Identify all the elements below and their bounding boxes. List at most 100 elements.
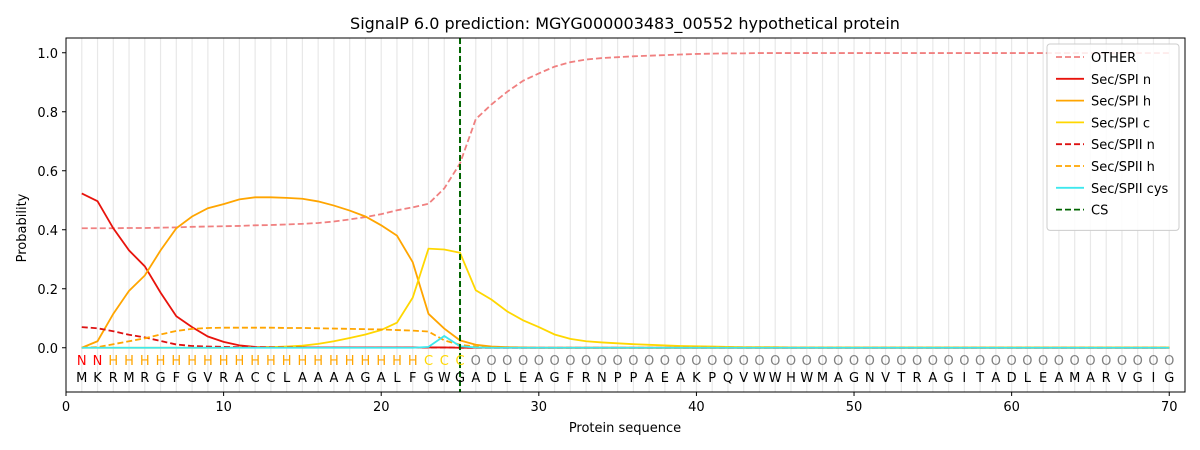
residue-label: P — [629, 371, 637, 386]
region-label: H — [140, 354, 150, 369]
residue-label: M — [123, 371, 134, 386]
region-label: H — [171, 354, 181, 369]
region-label: H — [108, 354, 118, 369]
y-tick-label: 0.4 — [37, 224, 58, 239]
residue-label: I — [1152, 371, 1156, 386]
region-label: H — [361, 354, 371, 369]
residue-label: V — [881, 371, 890, 386]
residue-label: L — [283, 371, 291, 386]
region-label: O — [770, 354, 780, 369]
y-tick-label: 0.2 — [37, 283, 58, 298]
region-label: O — [628, 354, 638, 369]
residue-label: A — [314, 371, 323, 386]
residue-label: T — [896, 371, 905, 386]
residue-label: W — [753, 371, 766, 386]
legend-entry: Sec/SPII n — [1091, 138, 1155, 153]
region-label: O — [1117, 354, 1127, 369]
residue-label: A — [928, 371, 937, 386]
y-tick-label: 0.0 — [37, 342, 58, 357]
residue-label: V — [203, 371, 212, 386]
residue-label: A — [676, 371, 685, 386]
legend: OTHER Sec/SPI n Sec/SPI h Sec/SPI c Sec/SPII… — [1046, 43, 1180, 231]
region-label: H — [219, 354, 229, 369]
region-label: O — [1101, 354, 1111, 369]
region-label: O — [534, 354, 544, 369]
region-label: H — [187, 354, 197, 369]
x-tick-label: 10 — [215, 400, 232, 415]
region-label: C — [440, 354, 449, 369]
residue-label: K — [93, 371, 102, 386]
region-label: C — [455, 354, 464, 369]
region-label: H — [345, 354, 355, 369]
region-label: O — [691, 354, 701, 369]
region-label: H — [408, 354, 418, 369]
residue-label: N — [597, 371, 607, 386]
region-label: O — [502, 354, 512, 369]
region-label: C — [424, 354, 433, 369]
region-label: H — [156, 354, 166, 369]
region-label: O — [943, 354, 953, 369]
residue-label: R — [219, 371, 228, 386]
region-label: O — [597, 354, 607, 369]
residue-label: G — [944, 371, 954, 386]
region-label: O — [723, 354, 733, 369]
region-label: H — [313, 354, 323, 369]
residue-label: D — [487, 371, 497, 386]
region-label: O — [471, 354, 481, 369]
residue-label: H — [786, 371, 796, 386]
region-label: H — [124, 354, 134, 369]
legend-entry: Sec/SPII cys — [1091, 182, 1169, 197]
residue-label: G — [360, 371, 370, 386]
region-label: O — [1007, 354, 1017, 369]
region-label: O — [959, 354, 969, 369]
region-label: O — [802, 354, 812, 369]
region-label: O — [833, 354, 843, 369]
residue-label: G — [156, 371, 166, 386]
residue-label: A — [1086, 371, 1095, 386]
region-label: H — [392, 354, 402, 369]
residue-label: E — [519, 371, 527, 386]
region-label: O — [518, 354, 528, 369]
x-tick-label: 0 — [62, 400, 70, 415]
region-label: O — [676, 354, 686, 369]
residue-label: F — [409, 371, 416, 386]
region-label: O — [707, 354, 717, 369]
region-label: O — [486, 354, 496, 369]
region-label: O — [865, 354, 875, 369]
residue-label: A — [991, 371, 1000, 386]
region-label: H — [282, 354, 292, 369]
region-label: O — [817, 354, 827, 369]
region-label: O — [1070, 354, 1080, 369]
residue-label: A — [377, 371, 386, 386]
residue-label: G — [550, 371, 560, 386]
region-label: O — [1085, 354, 1095, 369]
y-axis-label: Probability — [15, 193, 30, 262]
region-label: O — [912, 354, 922, 369]
region-label: O — [975, 354, 985, 369]
residue-label: R — [582, 371, 591, 386]
region-label: O — [1133, 354, 1143, 369]
legend-entry: Sec/SPII h — [1091, 160, 1155, 175]
residue-label: C — [251, 371, 260, 386]
residue-label: G — [849, 371, 859, 386]
region-label: O — [1038, 354, 1048, 369]
region-label: O — [660, 354, 670, 369]
residue-label: G — [187, 371, 197, 386]
x-tick-label: 20 — [373, 400, 390, 415]
region-label: H — [329, 354, 339, 369]
residue-label: M — [76, 371, 87, 386]
residue-label: W — [438, 371, 451, 386]
legend-entry: Sec/SPI c — [1091, 116, 1150, 131]
region-label: O — [1054, 354, 1064, 369]
x-axis-label: Protein sequence — [569, 421, 681, 436]
region-label: H — [266, 354, 276, 369]
residue-label: M — [1069, 371, 1080, 386]
region-label: O — [880, 354, 890, 369]
y-tick-label: 0.8 — [37, 106, 58, 121]
residue-label: P — [614, 371, 622, 386]
x-tick-label: 60 — [1003, 400, 1020, 415]
residue-label: A — [345, 371, 354, 386]
residue-label: D — [1007, 371, 1017, 386]
region-label: O — [786, 354, 796, 369]
